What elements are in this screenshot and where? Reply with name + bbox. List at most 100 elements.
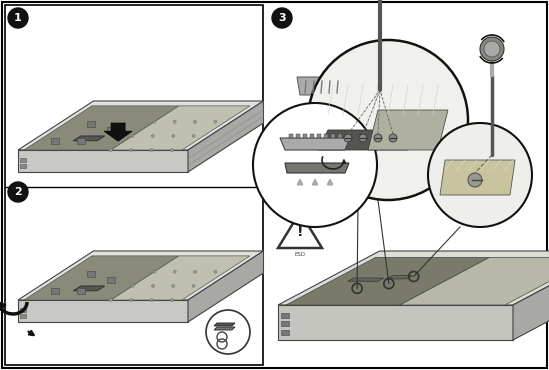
Bar — [87, 270, 95, 276]
Circle shape — [308, 40, 468, 200]
Bar — [289, 134, 293, 138]
Bar — [296, 134, 300, 138]
Polygon shape — [24, 106, 179, 150]
Bar — [20, 164, 26, 168]
Bar — [20, 314, 26, 318]
Circle shape — [272, 8, 292, 28]
Bar — [51, 138, 59, 144]
Polygon shape — [214, 327, 235, 330]
Circle shape — [150, 299, 153, 302]
Polygon shape — [278, 305, 513, 340]
Polygon shape — [440, 160, 515, 195]
Polygon shape — [368, 110, 448, 150]
Bar — [310, 134, 314, 138]
Circle shape — [109, 299, 113, 302]
Circle shape — [192, 134, 195, 137]
Bar — [281, 321, 289, 326]
Bar — [77, 288, 85, 294]
Polygon shape — [188, 251, 264, 322]
Text: 1: 1 — [14, 13, 22, 23]
Bar — [281, 330, 289, 335]
Bar — [77, 138, 85, 144]
Circle shape — [152, 134, 154, 137]
Bar — [324, 134, 328, 138]
Circle shape — [468, 173, 482, 187]
Circle shape — [193, 120, 197, 123]
Bar — [5, 5, 263, 365]
Circle shape — [153, 270, 156, 273]
Circle shape — [8, 8, 28, 28]
Polygon shape — [18, 300, 188, 322]
FancyArrowPatch shape — [313, 180, 317, 185]
Polygon shape — [285, 163, 349, 173]
Bar — [281, 313, 289, 318]
Text: 3: 3 — [278, 13, 286, 23]
FancyArrowPatch shape — [0, 303, 5, 309]
Circle shape — [109, 148, 113, 151]
Bar — [317, 134, 321, 138]
Circle shape — [172, 285, 175, 287]
Polygon shape — [24, 256, 179, 300]
FancyArrowPatch shape — [29, 331, 33, 335]
Circle shape — [480, 37, 504, 61]
Circle shape — [484, 41, 500, 57]
Circle shape — [130, 299, 133, 302]
Circle shape — [428, 123, 532, 227]
Circle shape — [193, 270, 197, 273]
Circle shape — [150, 148, 153, 151]
Polygon shape — [18, 150, 188, 172]
Circle shape — [130, 148, 133, 151]
Circle shape — [344, 134, 352, 142]
Polygon shape — [386, 276, 412, 279]
Bar — [107, 277, 115, 283]
Text: ESD: ESD — [294, 252, 306, 257]
FancyArrowPatch shape — [328, 180, 332, 185]
Circle shape — [173, 270, 176, 273]
Polygon shape — [297, 77, 348, 95]
Bar — [51, 288, 59, 294]
Circle shape — [253, 103, 377, 227]
Polygon shape — [73, 136, 105, 141]
Circle shape — [214, 120, 217, 123]
Circle shape — [170, 148, 173, 151]
Circle shape — [192, 285, 195, 287]
Circle shape — [389, 134, 397, 142]
Polygon shape — [73, 286, 105, 291]
Circle shape — [206, 310, 250, 354]
Text: !: ! — [297, 225, 303, 239]
Bar — [20, 158, 26, 162]
Polygon shape — [348, 278, 384, 281]
Circle shape — [170, 299, 173, 302]
Polygon shape — [318, 130, 418, 150]
Bar — [331, 134, 335, 138]
Circle shape — [8, 182, 28, 202]
Bar — [107, 127, 115, 133]
Polygon shape — [280, 138, 350, 150]
Bar — [338, 134, 342, 138]
Bar — [303, 134, 307, 138]
Circle shape — [173, 120, 176, 123]
Polygon shape — [111, 106, 250, 150]
Circle shape — [359, 134, 367, 142]
Polygon shape — [188, 101, 264, 172]
Circle shape — [153, 120, 156, 123]
FancyArrowPatch shape — [298, 180, 302, 185]
Polygon shape — [286, 258, 489, 305]
Polygon shape — [278, 212, 322, 248]
Polygon shape — [104, 123, 132, 141]
Circle shape — [172, 134, 175, 137]
Bar — [20, 308, 26, 312]
Polygon shape — [400, 258, 549, 305]
Circle shape — [131, 134, 134, 137]
Polygon shape — [278, 251, 549, 305]
Polygon shape — [214, 323, 235, 326]
Circle shape — [214, 270, 217, 273]
Circle shape — [131, 285, 134, 287]
Polygon shape — [513, 251, 549, 340]
FancyArrowPatch shape — [343, 160, 346, 164]
Polygon shape — [18, 251, 264, 300]
Text: 2: 2 — [14, 187, 22, 197]
Bar — [87, 121, 95, 127]
Polygon shape — [18, 101, 264, 150]
Circle shape — [152, 285, 154, 287]
